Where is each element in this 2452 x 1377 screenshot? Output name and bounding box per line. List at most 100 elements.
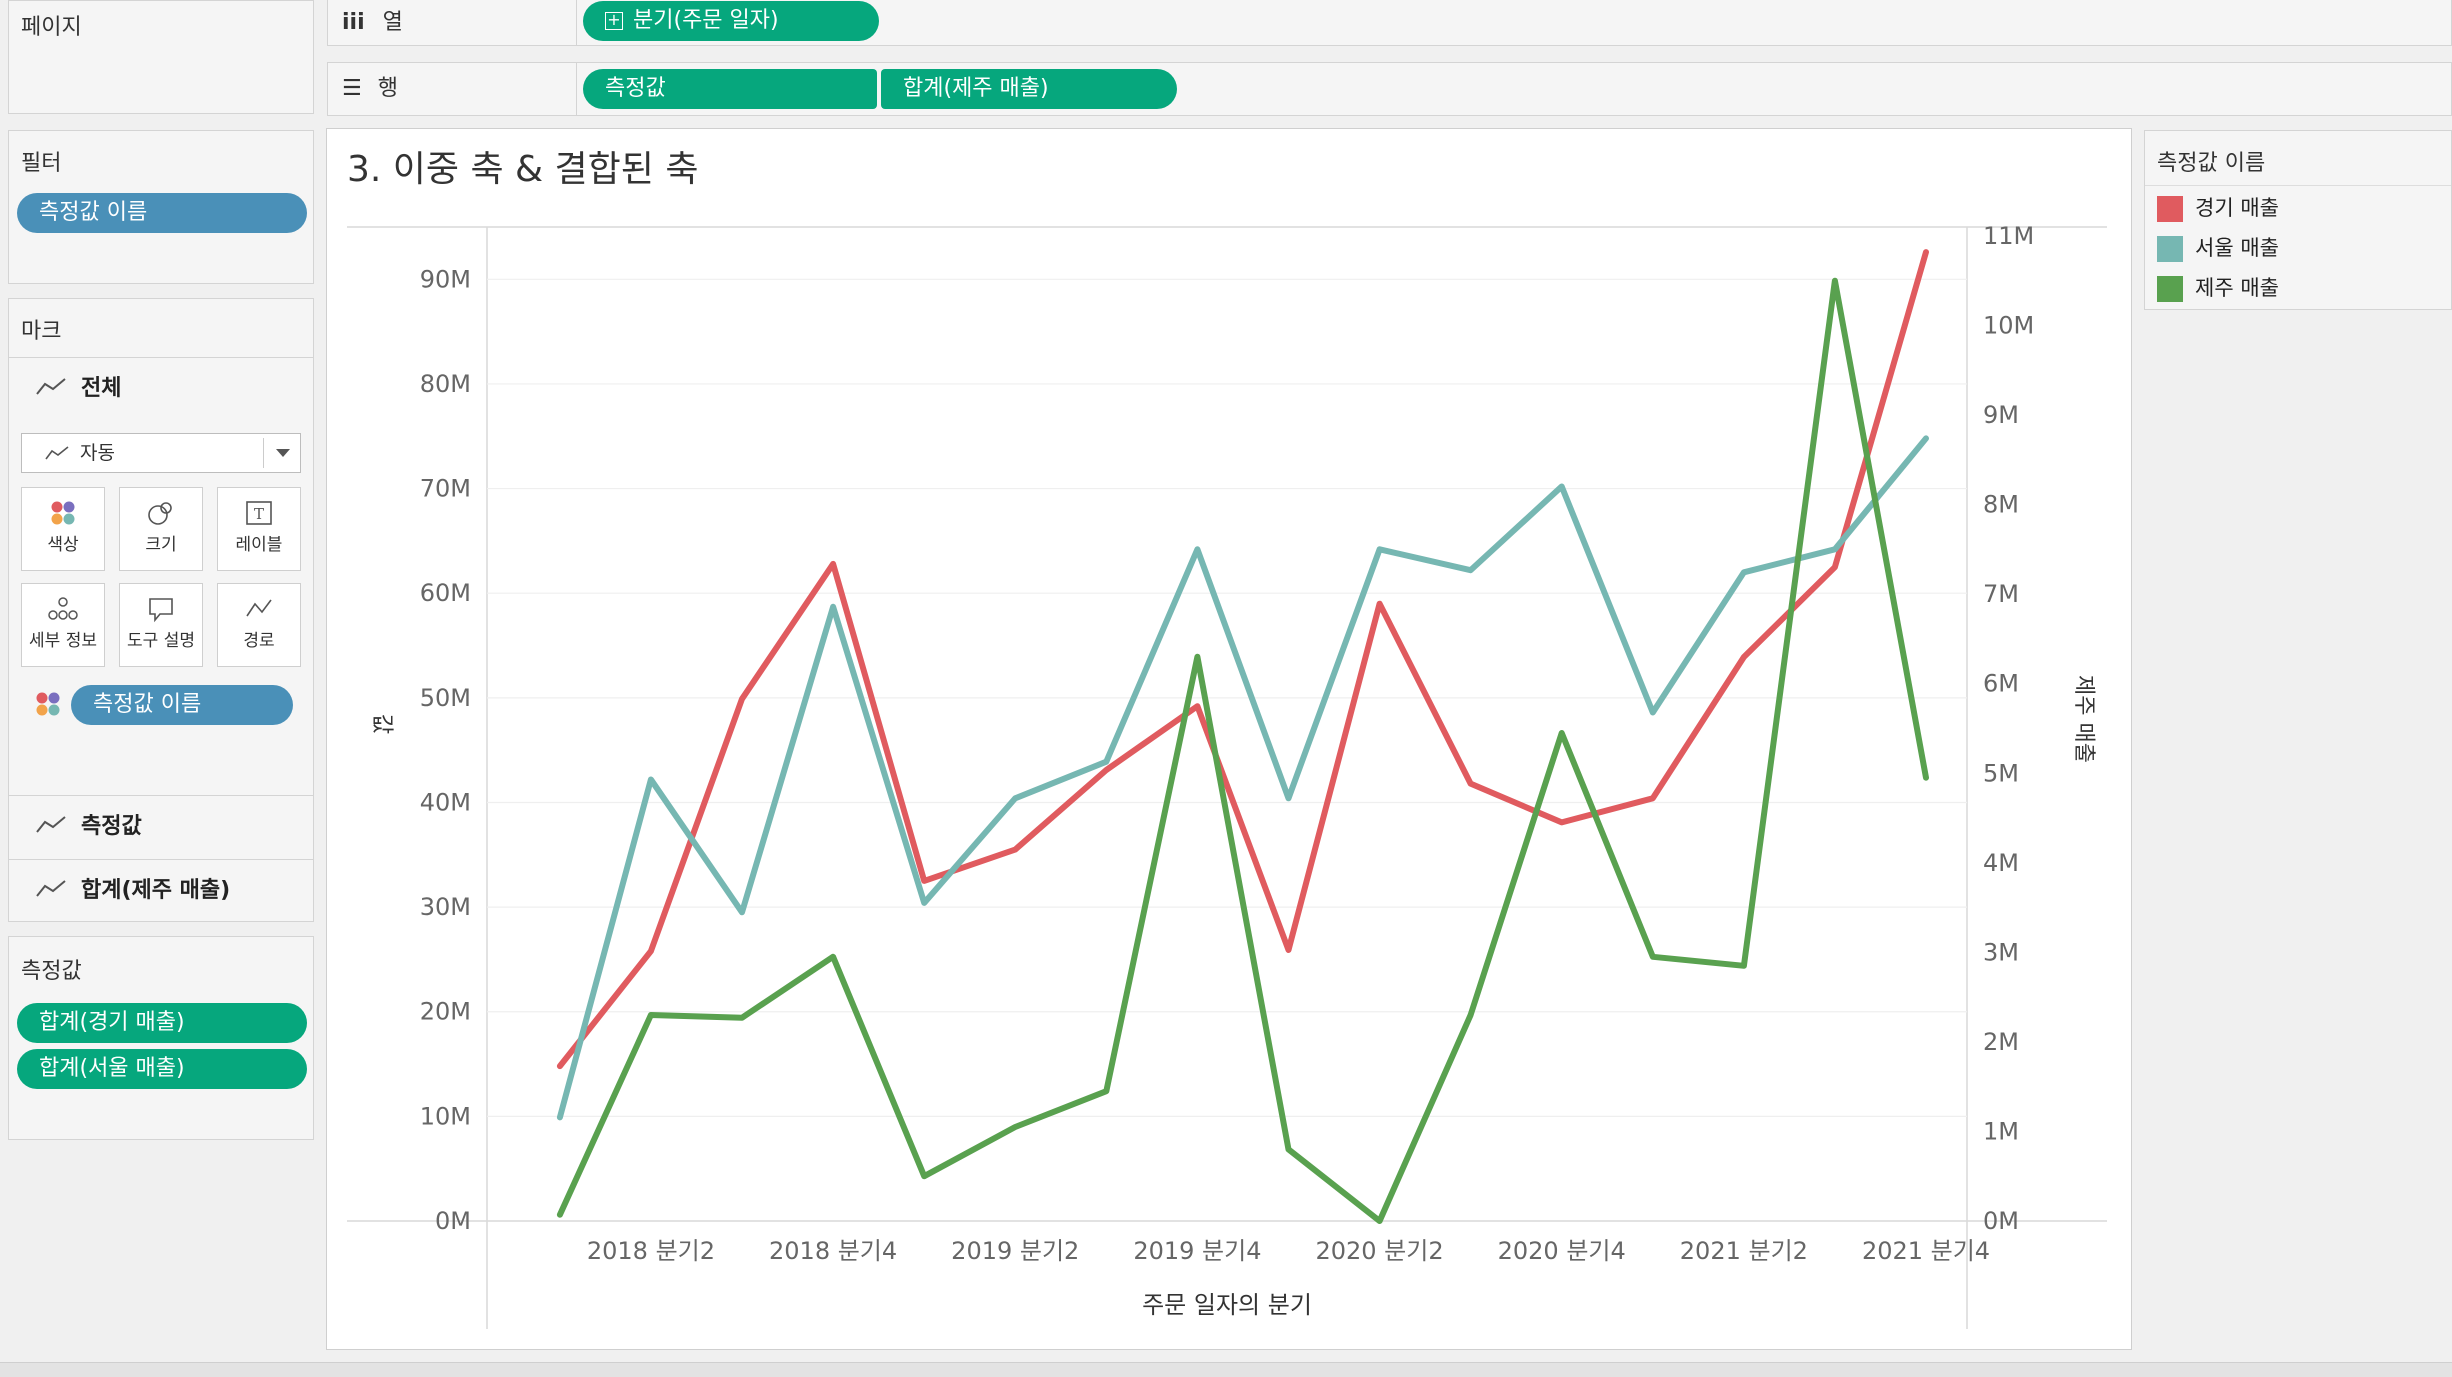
series-line-1 <box>556 249 1929 1070</box>
chevron-down-icon[interactable] <box>276 449 290 457</box>
y2-tick-label: 0M <box>1983 1207 2019 1235</box>
detail-dots-icon <box>22 584 104 626</box>
detail-button-label: 세부 정보 <box>29 631 97 651</box>
columns-pill-quarter[interactable]: + 분기(주문 일자) <box>583 1 879 41</box>
x-tick-label: 2018 분기2 <box>587 1237 715 1265</box>
detail-button[interactable]: 세부 정보 <box>21 583 105 667</box>
y-tick-label: 80M <box>420 370 471 398</box>
filters-card: 필터 측정값 이름 <box>8 130 314 284</box>
rows-pill-jeju-sum[interactable]: 합계(제주 매출) <box>881 69 1177 109</box>
path-icon <box>218 584 300 626</box>
marks-card: 마크 전체 자동 색상 크기 T 레이블 세부 정보 도구 설명 경로 측정값 … <box>8 298 314 922</box>
x-tick-label: 2020 분기4 <box>1498 1237 1626 1265</box>
y-tick-label: 70M <box>420 475 471 503</box>
y2-tick-label: 7M <box>1983 580 2019 608</box>
marks-tab-all[interactable]: 전체 <box>9 357 313 420</box>
legend-item-gyeonggi[interactable]: 경기 매출 <box>2157 193 2279 223</box>
legend-item-seoul[interactable]: 서울 매출 <box>2157 233 2279 263</box>
legend-item-jeju[interactable]: 제주 매출 <box>2157 273 2279 303</box>
measure-values-title: 측정값 <box>21 959 82 984</box>
mark-type-dropdown[interactable]: 자동 <box>21 433 301 473</box>
label-button[interactable]: T 레이블 <box>217 487 301 571</box>
y-axis-title: 값 <box>369 714 394 734</box>
sheet-tab-bar[interactable] <box>0 1362 2452 1377</box>
rows-pill-measure[interactable]: 측정값 <box>583 69 877 109</box>
color-dots-icon <box>22 488 104 530</box>
marks-jeju-sum-label: 합계(제주 매출) <box>81 878 231 903</box>
tooltip-icon <box>120 584 202 626</box>
y-tick-label: 10M <box>420 1102 471 1130</box>
mark-type-value: 자동 <box>80 442 115 464</box>
line-mark-icon <box>36 816 66 833</box>
legend-swatch <box>2157 276 2183 302</box>
legend-label: 서울 매출 <box>2195 236 2279 260</box>
y2-axis-title: 제주 매출 <box>2071 675 2096 763</box>
chart-title: 3. 이중 축 & 결합된 축 <box>347 149 698 190</box>
filters-title: 필터 <box>21 151 62 176</box>
marks-tab-measure[interactable]: 측정값 <box>9 795 313 858</box>
tooltip-button-label: 도구 설명 <box>127 631 195 651</box>
y2-tick-label: 6M <box>1983 670 2019 698</box>
x-tick-label: 2021 분기2 <box>1680 1237 1808 1265</box>
y2-tick-label: 4M <box>1983 849 2019 877</box>
line-mark-icon <box>45 446 69 460</box>
y2-tick-label: 5M <box>1983 759 2019 787</box>
svg-text:T: T <box>254 505 264 523</box>
dropdown-divider <box>263 438 264 468</box>
marks-measure-label: 측정값 <box>81 814 142 839</box>
legend-divider <box>2145 185 2451 186</box>
filter-pill-measure-names[interactable]: 측정값 이름 <box>17 193 307 233</box>
color-dots-icon <box>33 689 63 723</box>
line-mark-icon <box>36 378 66 395</box>
y2-tick-label: 8M <box>1983 491 2019 519</box>
legend-swatch <box>2157 196 2183 222</box>
y-tick-label: 0M <box>435 1207 471 1235</box>
marks-all-label: 전체 <box>81 376 122 401</box>
label-button-label: 레이블 <box>235 535 283 555</box>
y2-tick-label: 1M <box>1983 1117 2019 1145</box>
rows-label: 행 <box>377 76 398 101</box>
legend-swatch <box>2157 236 2183 262</box>
columns-shelf-label: iii 열 <box>342 0 403 49</box>
pages-title: 페이지 <box>21 15 82 40</box>
color-button[interactable]: 색상 <box>21 487 105 571</box>
pages-card: 페이지 <box>8 0 314 114</box>
measure-pill-seoul[interactable]: 합계(서울 매출) <box>17 1049 307 1089</box>
path-button[interactable]: 경로 <box>217 583 301 667</box>
y-tick-label: 50M <box>420 684 471 712</box>
rows-shelf[interactable]: ☰ 행 측정값 합계(제주 매출) <box>327 62 2452 116</box>
size-button-label: 크기 <box>145 535 177 555</box>
x-tick-label: 2020 분기2 <box>1315 1237 1443 1265</box>
size-icon <box>120 488 202 530</box>
columns-label: 열 <box>382 10 403 35</box>
columns-shelf[interactable]: iii 열 + 분기(주문 일자) <box>327 0 2452 46</box>
y-tick-label: 90M <box>420 265 471 293</box>
columns-icon: iii <box>342 10 365 35</box>
x-tick-label: 2019 분기4 <box>1133 1237 1261 1265</box>
color-button-label: 색상 <box>47 535 79 555</box>
y2-tick-label: 2M <box>1983 1028 2019 1056</box>
measure-pill-gyeonggi[interactable]: 합계(경기 매출) <box>17 1003 307 1043</box>
text-label-icon: T <box>218 488 300 530</box>
expand-plus-icon[interactable]: + <box>605 12 623 30</box>
columns-pill-label: 분기(주문 일자) <box>633 8 779 33</box>
y2-tick-label: 3M <box>1983 938 2019 966</box>
series-line-2 <box>556 435 1929 1121</box>
marks-title: 마크 <box>21 319 62 344</box>
tooltip-button[interactable]: 도구 설명 <box>119 583 203 667</box>
y-tick-label: 40M <box>420 788 471 816</box>
shelf-divider <box>576 63 577 115</box>
color-pill-measure-names[interactable]: 측정값 이름 <box>71 685 293 725</box>
path-button-label: 경로 <box>243 631 275 651</box>
x-axis-title: 주문 일자의 분기 <box>1142 1291 1312 1319</box>
marks-tab-jeju-sum[interactable]: 합계(제주 매출) <box>9 859 313 922</box>
x-tick-label: 2018 분기4 <box>769 1237 897 1265</box>
y-tick-label: 20M <box>420 998 471 1026</box>
x-tick-label: 2021 분기4 <box>1862 1237 1990 1265</box>
chart-view: 3. 이중 축 & 결합된 축 0M 10M 20M 30M 40M 50M 60M 70M 8… <box>326 128 2132 1350</box>
x-tick-label: 2019 분기2 <box>951 1237 1079 1265</box>
size-button[interactable]: 크기 <box>119 487 203 571</box>
rows-shelf-label: ☰ 행 <box>342 63 398 115</box>
y2-tick-label: 9M <box>1983 401 2019 429</box>
series-line-3 <box>556 277 1929 1224</box>
